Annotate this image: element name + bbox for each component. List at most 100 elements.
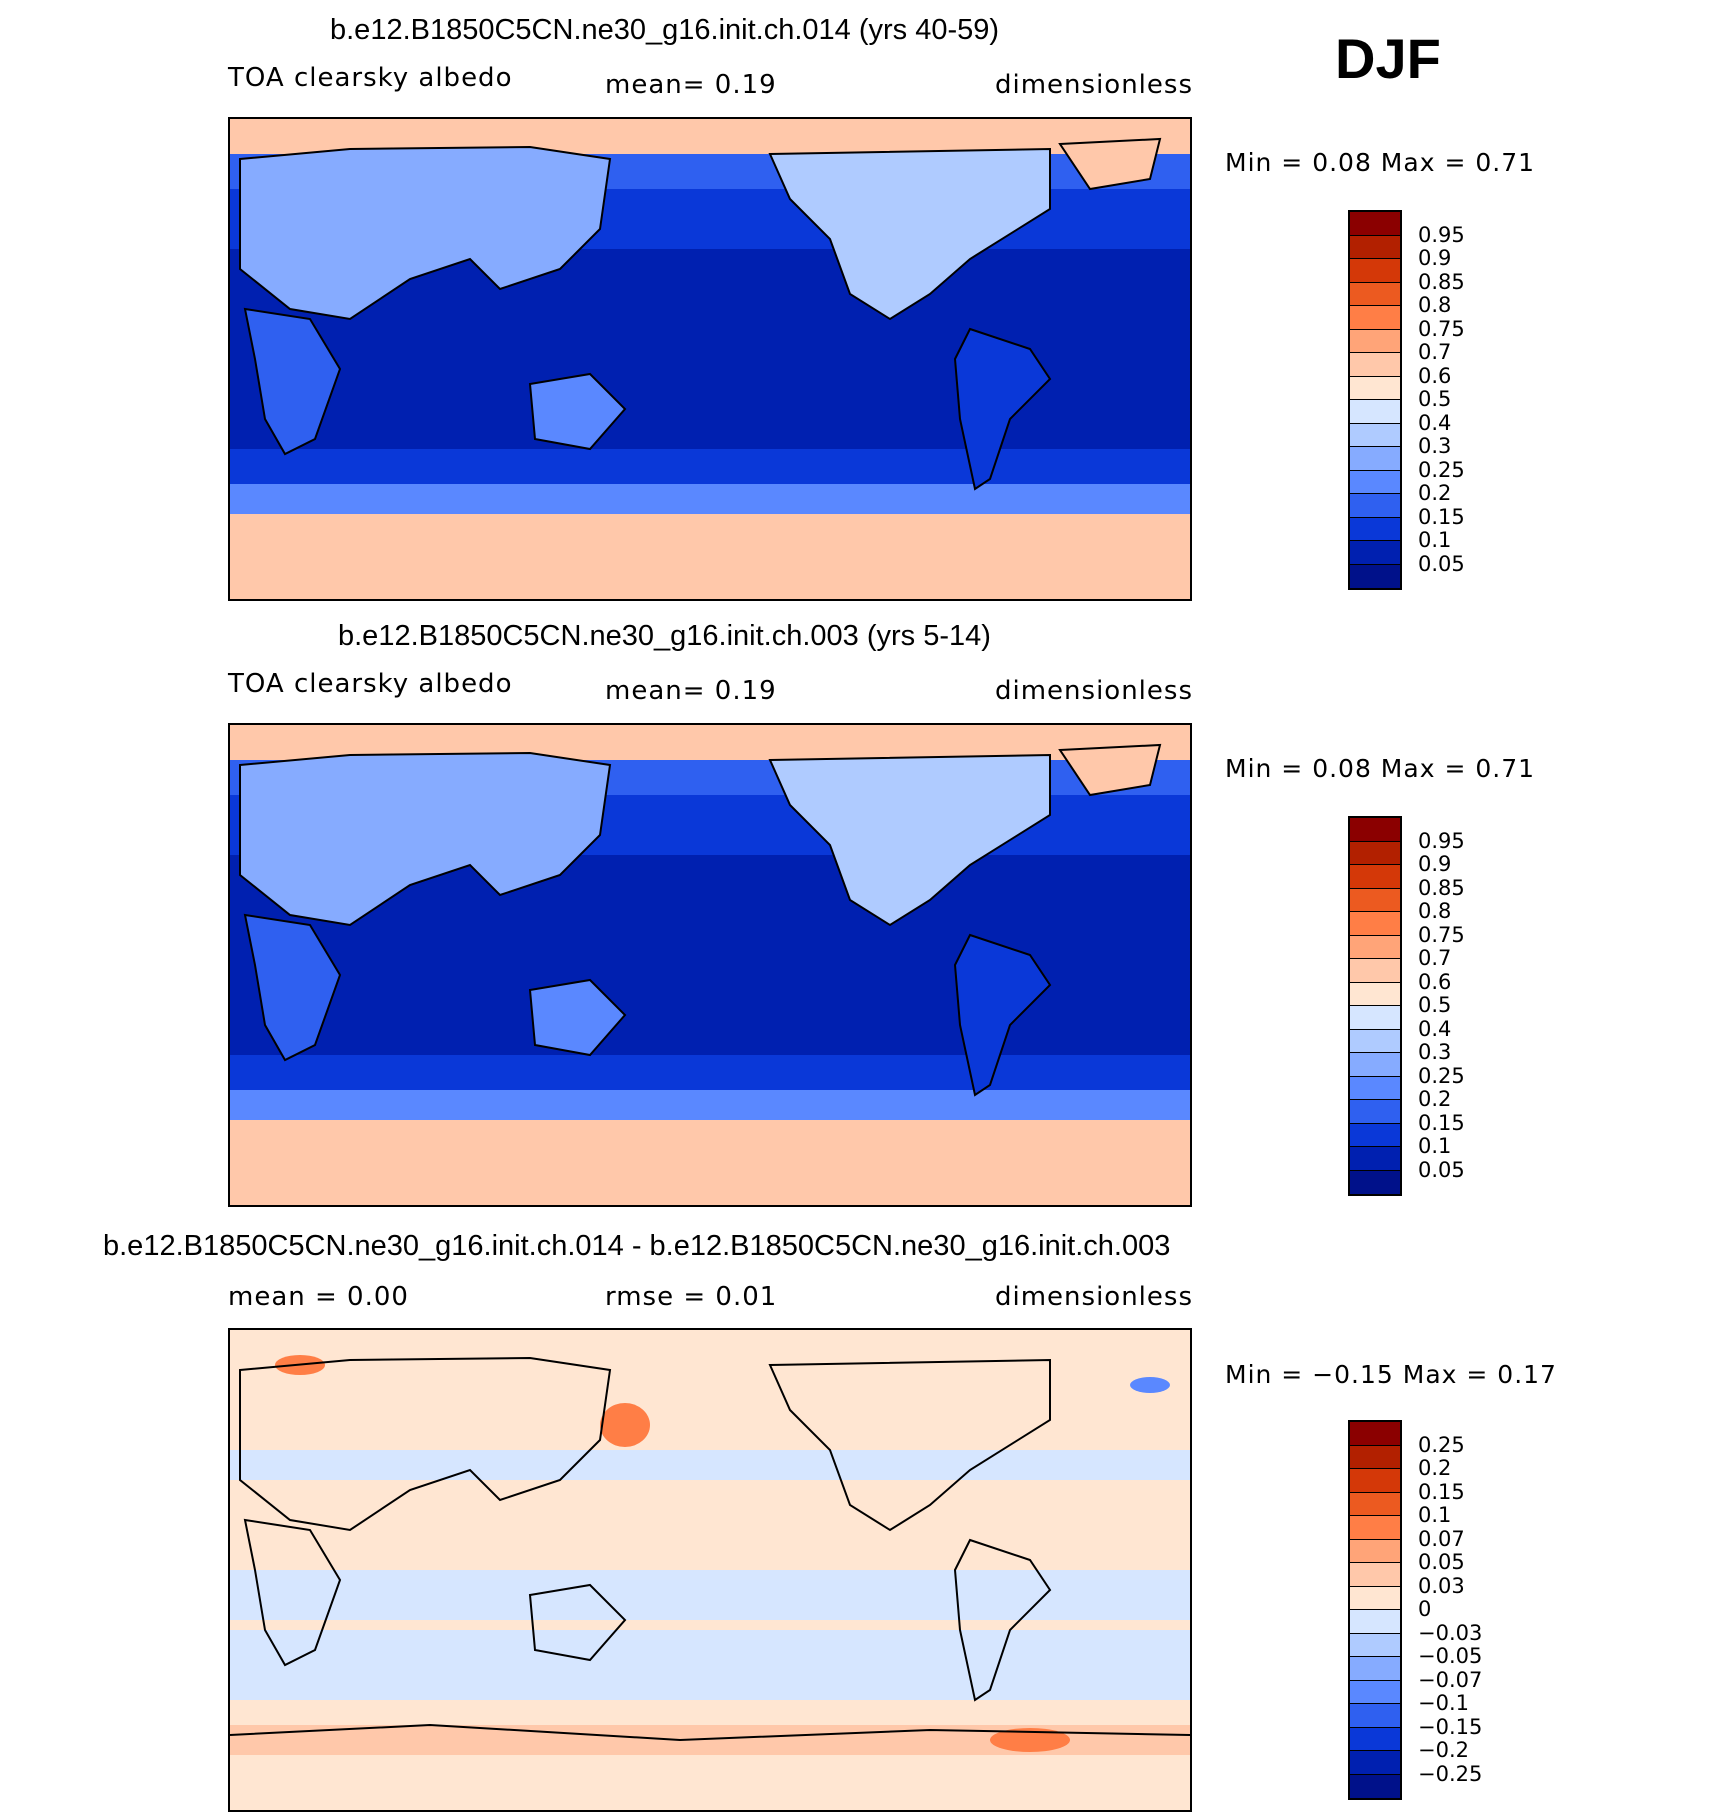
panel-2-colorbar <box>1348 816 1402 1196</box>
colorbar-tick-label: 0 <box>1418 1597 1432 1621</box>
colorbar-swatch <box>1350 1680 1400 1704</box>
colorbar-swatch <box>1350 306 1400 330</box>
negative-band-2 <box>230 1570 1190 1620</box>
colorbar-swatch <box>1350 935 1400 959</box>
panel-3-mean-label: mean = 0.00 <box>228 1282 409 1312</box>
south-america-land <box>953 933 1052 1097</box>
colorbar-swatch <box>1350 1100 1400 1124</box>
colorbar-tick-label: 0.95 <box>1418 222 1465 247</box>
colorbar-tick-label: 0.3 <box>1418 1040 1452 1064</box>
colorbar-swatch <box>1350 1170 1400 1194</box>
colorbar-tick-label: 0.25 <box>1418 1063 1465 1088</box>
africa-land <box>243 307 342 456</box>
colorbar-tick-label: −0.05 <box>1418 1644 1483 1668</box>
colorbar-tick-label: 0.15 <box>1418 1110 1465 1135</box>
colorbar-swatch <box>1350 818 1400 842</box>
colorbar-swatch <box>1350 235 1400 259</box>
negative-band-3 <box>230 1630 1190 1700</box>
colorbar-tick-label: 0.9 <box>1418 246 1452 270</box>
colorbar-tick-label: 0.2 <box>1418 481 1452 505</box>
eurasia-land <box>239 751 612 927</box>
north-america-land <box>768 753 1051 927</box>
greenland-land <box>1058 743 1162 797</box>
colorbar-swatch <box>1350 1516 1400 1540</box>
colorbar-swatch <box>1350 841 1400 865</box>
anomaly-blob <box>600 1403 650 1447</box>
colorbar-tick-label: 0.15 <box>1418 504 1465 529</box>
colorbar-swatch <box>1350 447 1400 471</box>
panel-2-map <box>228 723 1192 1207</box>
antarctica-coast <box>230 1723 1190 1742</box>
colorbar-tick-label: 0.85 <box>1418 875 1465 900</box>
colorbar-swatch <box>1350 282 1400 306</box>
colorbar-tick-label: 0.07 <box>1418 1526 1465 1551</box>
panel-3-rmse-label: rmse = 0.01 <box>605 1282 778 1312</box>
colorbar-tick-label: −0.1 <box>1418 1691 1469 1715</box>
negative-band-1 <box>230 1450 1190 1480</box>
colorbar-tick-label: 0.3 <box>1418 434 1452 458</box>
colorbar-swatch <box>1350 1633 1400 1657</box>
panel-2-minmax: Min = 0.08 Max = 0.71 <box>1225 754 1536 783</box>
colorbar-tick-label: 0.95 <box>1418 828 1465 853</box>
colorbar-tick-label: 0.2 <box>1418 1087 1452 1111</box>
colorbar-swatch <box>1350 1751 1400 1775</box>
colorbar-swatch <box>1350 1586 1400 1610</box>
colorbar-tick-label: 0.15 <box>1418 1479 1465 1504</box>
panel-1-units-label: dimensionless <box>995 70 1193 100</box>
colorbar-tick-label: 0.25 <box>1418 457 1465 482</box>
colorbar-swatch <box>1350 353 1400 377</box>
colorbar-tick-label: −0.25 <box>1418 1761 1483 1786</box>
colorbar-tick-label: 0.25 <box>1418 1432 1465 1457</box>
panel-1-minmax: Min = 0.08 Max = 0.71 <box>1225 148 1536 177</box>
colorbar-swatch <box>1350 888 1400 912</box>
colorbar-swatch <box>1350 1445 1400 1469</box>
colorbar-tick-label: −0.2 <box>1418 1738 1469 1762</box>
colorbar-tick-label: 0.1 <box>1418 1503 1452 1527</box>
north-america-land <box>768 147 1051 321</box>
colorbar-swatch <box>1350 1123 1400 1147</box>
colorbar-tick-label: 0.75 <box>1418 316 1465 341</box>
north-america-coast <box>768 1358 1051 1532</box>
colorbar-swatch <box>1350 259 1400 283</box>
colorbar-tick-label: −0.07 <box>1418 1667 1483 1692</box>
colorbar-tick-label: 0.4 <box>1418 1016 1452 1041</box>
colorbar-tick-label: 0.6 <box>1418 969 1452 994</box>
colorbar-swatch <box>1350 1006 1400 1030</box>
colorbar-swatch <box>1350 494 1400 518</box>
panel-1-colorbar <box>1348 210 1402 590</box>
greenland-land <box>1058 137 1162 191</box>
colorbar-swatch <box>1350 423 1400 447</box>
season-label: DJF <box>1335 27 1441 90</box>
colorbar-tick-label: 0.03 <box>1418 1573 1465 1598</box>
colorbar-tick-label: 0.05 <box>1418 1157 1465 1182</box>
eurasia-land <box>239 145 612 321</box>
anomaly-blob <box>990 1728 1070 1752</box>
colorbar-swatch <box>1350 1492 1400 1516</box>
colorbar-swatch <box>1350 470 1400 494</box>
panel-1-map <box>228 117 1192 601</box>
colorbar-swatch <box>1350 1422 1400 1446</box>
colorbar-tick-label: 0.05 <box>1418 551 1465 576</box>
colorbar-tick-label: 0.75 <box>1418 922 1465 947</box>
africa-land <box>243 913 342 1062</box>
antarctic-cap <box>230 1120 1190 1205</box>
colorbar-swatch <box>1350 1727 1400 1751</box>
panel-1-title: b.e12.B1850C5CN.ne30_g16.init.ch.014 (yr… <box>330 14 1000 46</box>
colorbar-swatch <box>1350 1657 1400 1681</box>
colorbar-tick-label: 0.7 <box>1418 946 1452 970</box>
colorbar-swatch <box>1350 865 1400 889</box>
colorbar-tick-label: 0.6 <box>1418 363 1452 388</box>
colorbar-swatch <box>1350 1539 1400 1563</box>
colorbar-swatch <box>1350 1053 1400 1077</box>
colorbar-swatch <box>1350 1774 1400 1798</box>
colorbar-tick-label: 0.9 <box>1418 852 1452 876</box>
colorbar-tick-label: −0.03 <box>1418 1620 1483 1645</box>
panel-2-units-label: dimensionless <box>995 676 1193 706</box>
panel-3-map <box>228 1328 1192 1812</box>
africa-coast <box>243 1518 342 1667</box>
colorbar-swatch <box>1350 1469 1400 1493</box>
panel-3-units-label: dimensionless <box>995 1282 1193 1312</box>
anomaly-blob <box>1130 1377 1170 1393</box>
colorbar-tick-label: 0.8 <box>1418 293 1452 317</box>
colorbar-swatch <box>1350 212 1400 236</box>
